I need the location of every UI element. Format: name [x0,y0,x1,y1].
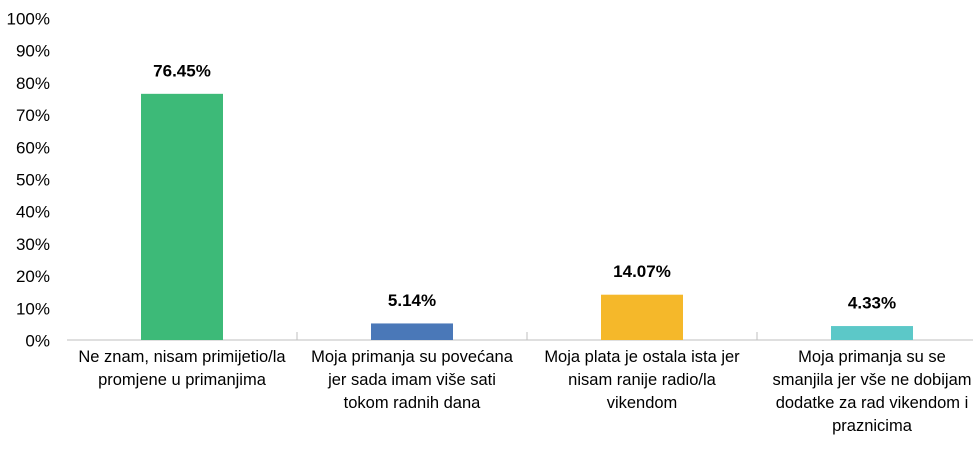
y-tick-label: 100% [7,9,50,28]
x-tick-label: Moja primanja su povećana jer sada imam … [311,348,513,412]
y-tick-label: 60% [16,138,50,157]
x-tick-label: Moja plata je ostala ista jer nisam rani… [544,348,740,412]
x-tick-label: Moja primanja su se smanjila jer vše ne … [772,348,972,435]
y-tick-label: 50% [16,170,50,189]
value-label: 76.45% [153,61,211,80]
y-tick-label: 10% [16,299,50,318]
y-tick-label: 70% [16,106,50,125]
y-tick-label: 80% [16,74,50,93]
value-label: 4.33% [848,294,896,313]
y-tick-label: 0% [25,331,50,350]
bar [141,93,223,341]
bar [371,323,453,340]
y-tick-label: 30% [16,235,50,254]
value-label: 5.14% [388,291,436,310]
bar [831,326,913,340]
y-tick-label: 40% [16,203,50,222]
x-tick-label: Ne znam, nisam primijetio/la promjene u … [78,348,286,389]
y-tick-label: 90% [16,42,50,61]
y-tick-label: 20% [16,267,50,286]
value-label: 14.07% [613,262,671,281]
bar [601,294,683,340]
